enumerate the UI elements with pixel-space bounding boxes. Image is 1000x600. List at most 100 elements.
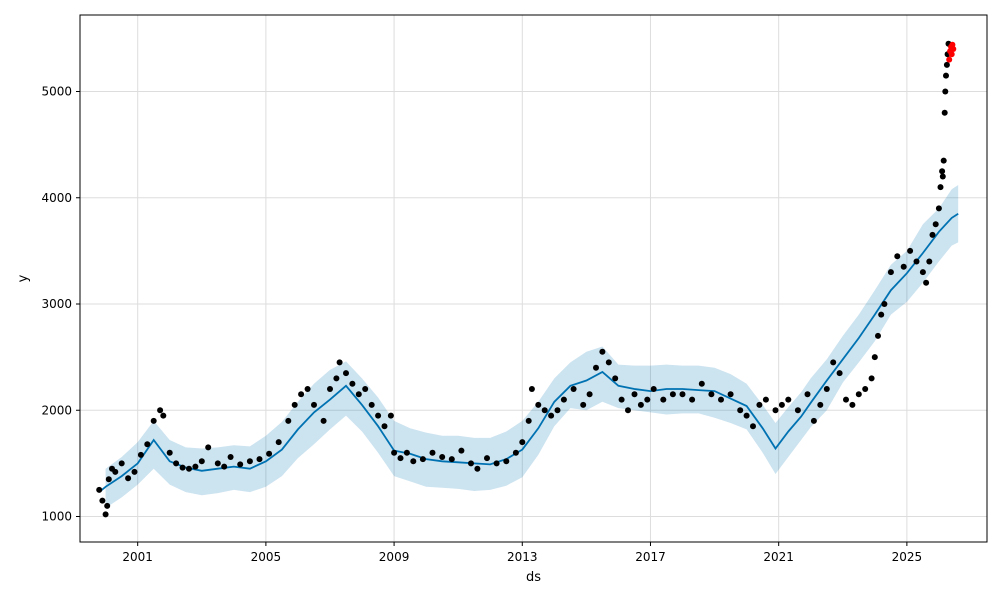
observed-point [743,412,750,419]
observed-point [519,439,526,446]
observed-point [868,375,875,382]
observed-point [493,460,500,467]
y-axis-ticks: 1000 2000 3000 4000 5000 [41,85,80,524]
observed-point [131,468,138,475]
observed-point [823,386,830,392]
observed-point [570,386,577,392]
observed-point [327,386,333,392]
observed-point [298,391,305,398]
observed-point [99,497,106,504]
x-tick-label: 2017 [635,550,666,564]
forecast-line [98,212,959,493]
observed-point [660,396,667,403]
observed-point [669,391,676,398]
observed-point [548,412,555,419]
plot-frame [79,14,988,543]
observed-point [166,449,173,456]
y-tick-label: 2000 [41,403,72,417]
y-tick-label: 4000 [41,191,72,205]
observed-point [512,449,519,456]
observed-point [612,375,619,382]
y-tick-label: 5000 [41,85,72,99]
x-tick-label: 2005 [251,550,282,564]
observed-point [708,391,715,398]
observed-point [333,375,340,382]
observed-point [939,168,946,175]
observed-point [439,454,446,460]
observed-point [179,464,186,471]
observed-point [881,301,888,307]
observed-point [362,386,369,392]
observed-point [913,258,920,265]
observed-point [942,88,949,95]
observed-point [560,396,567,403]
observed-point [836,370,843,377]
y-axis-label: y [16,274,31,282]
observed-point [785,396,792,403]
observed-point [554,407,561,414]
observed-point [923,279,930,286]
x-tick-label: 2013 [507,550,538,564]
observed-point [943,72,949,79]
observed-point [727,391,734,398]
y-tick-label: 3000 [41,297,72,311]
observed-point [689,396,696,403]
observed-point [875,332,881,339]
observed-point [214,460,221,467]
observed-point [227,454,234,460]
observed-point [304,386,311,392]
observed-point [125,475,132,482]
observed-point [871,354,878,361]
observed-point [939,173,946,180]
observed-point [320,417,327,424]
observed-point [599,348,606,355]
observed-point [887,269,894,276]
observed-point [375,412,382,419]
observed-point [830,359,837,366]
observed-point [118,460,125,467]
observed-point [221,463,228,470]
observed-point [381,423,388,430]
observed-point [810,417,817,424]
recent-point [950,46,957,52]
observed-point [336,359,343,366]
observed-point [637,401,644,408]
observed-point [940,157,947,164]
recent-point [948,51,955,58]
observed-point [586,391,593,398]
observed-point [192,463,199,470]
observed-point [894,253,901,260]
observed-point [817,401,824,408]
observed-point [926,258,933,265]
observed-point [291,401,298,408]
observed-point [112,468,119,475]
observed-point [419,456,426,463]
observed-point [448,456,455,463]
observed-point [580,401,587,408]
observed-point [698,380,705,387]
x-tick-label: 2009 [379,550,410,564]
observed-point [137,451,144,458]
recent-point [946,56,953,63]
observed-point [631,391,638,398]
observed-point [105,476,112,483]
observed-point [403,449,410,456]
observed-point [410,458,417,465]
observed-point [919,269,926,276]
observed-point [756,401,763,408]
observed-point [762,396,769,403]
observed-point [468,460,474,467]
observed-point [355,391,362,398]
observed-point [932,221,939,228]
observed-point [173,460,180,467]
observed-point [343,370,349,377]
observed-point [862,386,869,392]
x-axis-ticks: 2001 2005 2009 2013 2017 2021 2025 [122,542,922,564]
observed-point [878,311,885,318]
observed-point [397,455,404,462]
observed-point [391,449,398,456]
observed-point [102,511,109,518]
observed-point [855,391,862,398]
